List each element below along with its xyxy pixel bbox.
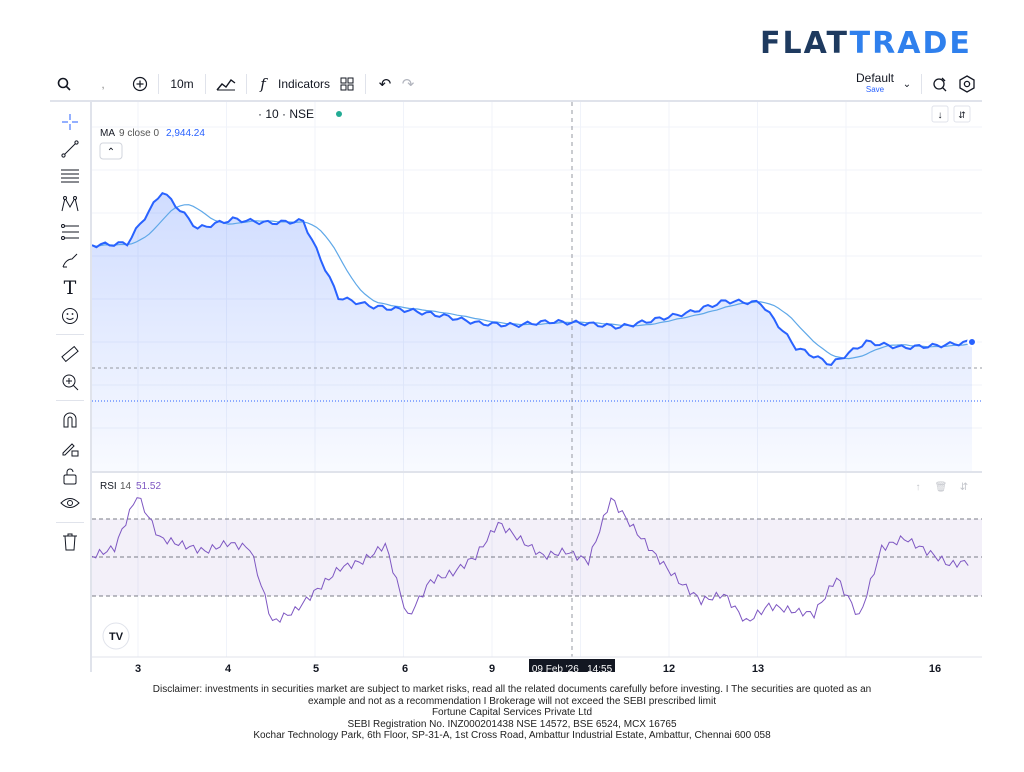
toolbar-divider (365, 74, 366, 94)
top-toolbar: , 10m f Indicators ↶ ↷ Default Save ⌄ (50, 68, 982, 102)
logo-text-right: TRADE (849, 26, 972, 61)
company-address: Kochar Technology Park, 6th Floor, SP-31… (253, 730, 771, 741)
svg-text:↓: ↓ (938, 110, 943, 121)
svg-text:↑: ↑ (916, 482, 921, 493)
templates-icon[interactable] (335, 70, 359, 98)
interval-button[interactable]: 10m (170, 77, 194, 91)
drawing-toolbar: T (50, 102, 92, 672)
add-symbol-icon[interactable] (128, 70, 152, 98)
svg-text:⇵: ⇵ (958, 110, 966, 120)
price-line (91, 192, 973, 366)
zoom-in-icon[interactable] (58, 370, 82, 394)
chart-canvas[interactable]: 3456911121316 09 Feb '26 14:55 · 10 · NS… (91, 102, 982, 677)
x-axis-tick-label: 16 (929, 663, 941, 672)
redo-icon[interactable]: ↷ (401, 76, 415, 93)
trend-line-icon[interactable] (58, 137, 82, 161)
rsi-line (91, 497, 969, 624)
market-status-dot (336, 111, 342, 117)
magnet-icon[interactable] (58, 408, 82, 432)
svg-text:🗑: 🗑 (935, 481, 948, 493)
sebi-registration: SEBI Registration No. INZ000201438 NSE 1… (347, 718, 677, 730)
chevron-down-icon[interactable]: ⌄ (902, 78, 912, 90)
x-axis-tick-label: 6 (402, 663, 408, 672)
last-price-dot (967, 336, 977, 347)
toolbar-divider (56, 522, 84, 523)
disclaimer-line: Disclaimer: investments in securities ma… (152, 684, 872, 695)
x-axis-tick-label: 3 (135, 663, 141, 672)
x-axis-tick-label: 13 (752, 663, 764, 672)
chart-type-icon[interactable] (212, 70, 240, 98)
logo-text-left: FLAT (760, 26, 850, 61)
company-name: Fortune Capital Services Private Ltd (431, 707, 593, 718)
move-pane-down-button[interactable]: ↓ (931, 105, 949, 123)
svg-text:⌃: ⌃ (107, 147, 115, 158)
settings-icon[interactable] (952, 70, 982, 98)
indicators-button[interactable]: Indicators (277, 77, 331, 91)
svg-text:⇵: ⇵ (960, 482, 968, 493)
layout-name: Default (855, 71, 895, 85)
symbol-search-input[interactable]: , (101, 77, 105, 91)
chart-svg[interactable]: 3456911121316 09 Feb '26 14:55 · 10 · NS… (91, 102, 982, 677)
rsi-pane-controls[interactable]: ↑ 🗑 ⇵ (916, 481, 969, 493)
toolbar-divider (205, 74, 206, 94)
x-axis-tick-label: 5 (313, 663, 319, 672)
collapse-pane-button[interactable]: ⇵ (953, 105, 971, 123)
toolbar-divider (56, 334, 84, 335)
toolbar-divider (56, 400, 84, 401)
toolbar-divider (158, 74, 159, 94)
quick-search-icon[interactable] (928, 70, 952, 98)
ruler-icon[interactable] (58, 342, 82, 366)
symbol-label: · 10 · NSE (258, 107, 314, 121)
rsi-legend-value: 51.52 (136, 481, 161, 492)
undo-icon[interactable]: ↶ (378, 76, 392, 93)
ma-legend-params: 9 close 0 (119, 128, 159, 139)
toolbar-divider (921, 74, 922, 94)
horizontal-lines-icon[interactable] (58, 164, 82, 188)
function-icon[interactable]: f (260, 75, 266, 93)
eye-icon[interactable] (58, 492, 82, 516)
ma-legend-value: 2,944.24 (166, 128, 205, 139)
crosshair-icon[interactable] (58, 110, 82, 134)
flattrade-logo: FLATTRADE (760, 26, 972, 61)
trash-icon[interactable] (58, 530, 82, 554)
fib-retracement-icon[interactable] (58, 220, 82, 244)
brush-icon[interactable] (58, 248, 82, 272)
lock-drawing-icon[interactable] (58, 436, 82, 460)
x-axis-tick-label: 4 (225, 663, 232, 672)
emoji-icon[interactable] (58, 304, 82, 328)
disclaimer-line: example and not as a recommendation I Br… (308, 695, 716, 707)
search-icon[interactable] (50, 70, 78, 98)
rsi-legend-name: RSI (100, 481, 117, 492)
price-area-fill (92, 193, 972, 472)
rsi-legend-params: 14 (120, 481, 132, 492)
collapse-legend-button[interactable]: ⌃ (99, 142, 123, 160)
layout-selector[interactable]: Default Save (851, 70, 899, 98)
unlock-icon[interactable] (58, 464, 82, 488)
pattern-icon[interactable] (58, 192, 82, 216)
crosshair-time-label: 09 Feb '26 14:55 (532, 664, 613, 672)
layout-save-label: Save (865, 85, 885, 94)
disclaimer: Disclaimer: investments in securities ma… (60, 684, 964, 742)
toolbar-divider (246, 74, 247, 94)
x-axis-tick-label: 12 (663, 663, 675, 672)
x-axis-tick-label: 9 (489, 663, 495, 672)
text-tool-icon[interactable]: T (63, 277, 77, 299)
tradingview-logo: TV (102, 622, 130, 650)
svg-text:TV: TV (109, 631, 124, 643)
ma-legend-name: MA (100, 128, 115, 139)
